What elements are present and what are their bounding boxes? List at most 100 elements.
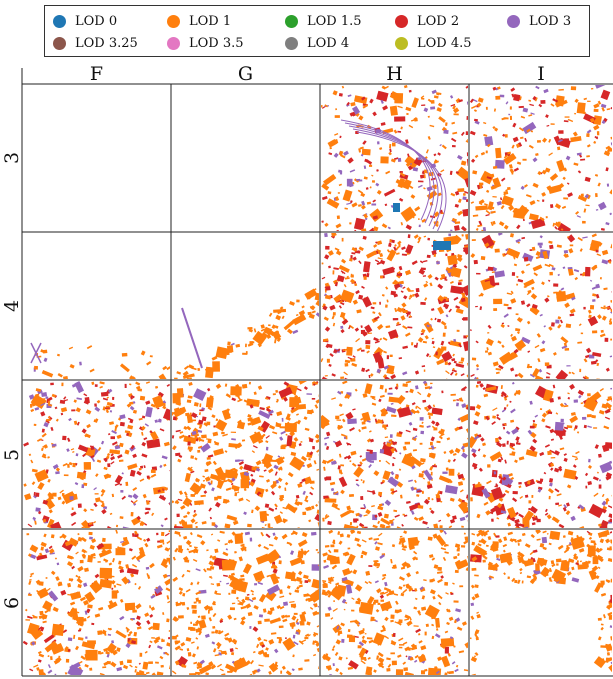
building-footprint [61,382,64,387]
building-footprint [447,459,451,463]
building-footprint [548,240,553,244]
building-footprint [428,415,431,419]
building-footprint [156,645,163,650]
building-footprint [149,562,155,569]
building-footprint [455,305,461,309]
building-footprint [583,208,587,213]
building-footprint [89,580,103,594]
building-footprint [495,535,500,538]
building-footprint [77,566,84,572]
building-footprint [162,405,167,410]
building-footprint [470,130,476,136]
building-footprint [136,470,142,476]
building-footprint [410,486,415,491]
building-footprint [587,545,596,557]
building-footprint [609,212,612,216]
building-footprint [567,268,574,276]
building-footprint [597,548,603,553]
building-footprint [606,183,610,187]
building-footprint [510,335,518,342]
building-footprint [471,673,477,675]
building-footprint [73,399,77,403]
building-footprint [211,487,215,492]
building-footprint [332,663,335,667]
building-footprint [379,594,385,599]
building-footprint [255,467,261,472]
building-footprint [599,519,609,528]
building-footprint [231,602,236,605]
building-footprint [502,543,508,548]
building-footprint [192,512,198,518]
building-footprint [322,583,328,589]
building-footprint [214,496,218,501]
building-footprint [432,346,436,349]
building-footprint [128,637,132,641]
building-footprint [606,652,610,656]
building-footprint [569,542,572,546]
building-footprint [423,469,433,481]
building-footprint [435,421,440,427]
building-footprint [179,648,184,651]
building-footprint [408,185,414,190]
building-footprint [575,562,579,566]
building-footprint [230,342,235,346]
building-footprint [368,302,371,305]
building-footprint [241,439,246,442]
building-footprint [99,578,113,589]
building-footprint [579,368,582,373]
building-footprint [252,445,258,449]
building-footprint [130,500,134,503]
building-footprint [558,182,565,189]
building-footprint [455,99,459,104]
building-footprint [597,100,602,105]
building-footprint [398,637,404,642]
building-footprint [174,547,179,553]
building-footprint [379,337,383,341]
building-footprint [287,328,293,335]
building-footprint [131,555,137,560]
building-footprint [466,101,468,105]
column-label-f: F [89,63,104,85]
building-footprint [378,491,383,496]
building-footprint [507,186,511,191]
building-footprint [611,291,612,293]
building-footprint [602,658,605,661]
building-footprint [516,283,519,286]
building-footprint [376,189,382,195]
building-footprint [333,293,343,303]
building-footprint [355,600,361,605]
building-footprint [71,507,74,510]
building-footprint [309,451,314,456]
building-footprint [391,660,397,666]
building-footprint [448,616,454,621]
building-footprint [340,376,345,379]
building-footprint [187,652,192,657]
building-footprint [601,107,605,112]
building-footprint [550,462,555,467]
building-footprint [597,566,601,570]
building-footprint [178,521,182,525]
building-footprint [48,545,53,550]
building-footprint [283,601,289,606]
building-footprint [458,343,462,348]
building-footprint [128,548,133,552]
building-footprint [334,133,339,136]
building-footprint [525,263,531,267]
building-footprint [300,502,303,505]
building-footprint [341,258,347,264]
building-footprint [249,404,254,409]
building-footprint [68,346,74,350]
building-footprint [591,565,599,572]
building-footprint [330,544,335,548]
building-footprint [57,372,63,378]
building-footprint [295,498,298,502]
building-footprint [496,441,503,448]
building-footprint [45,577,48,579]
building-footprint [360,417,364,421]
building-footprint [292,634,296,639]
legend-item: LOD 4.5 [395,36,472,51]
building-footprint [323,436,330,440]
building-footprint [458,295,468,310]
building-footprint [402,445,407,451]
building-footprint [47,607,51,612]
